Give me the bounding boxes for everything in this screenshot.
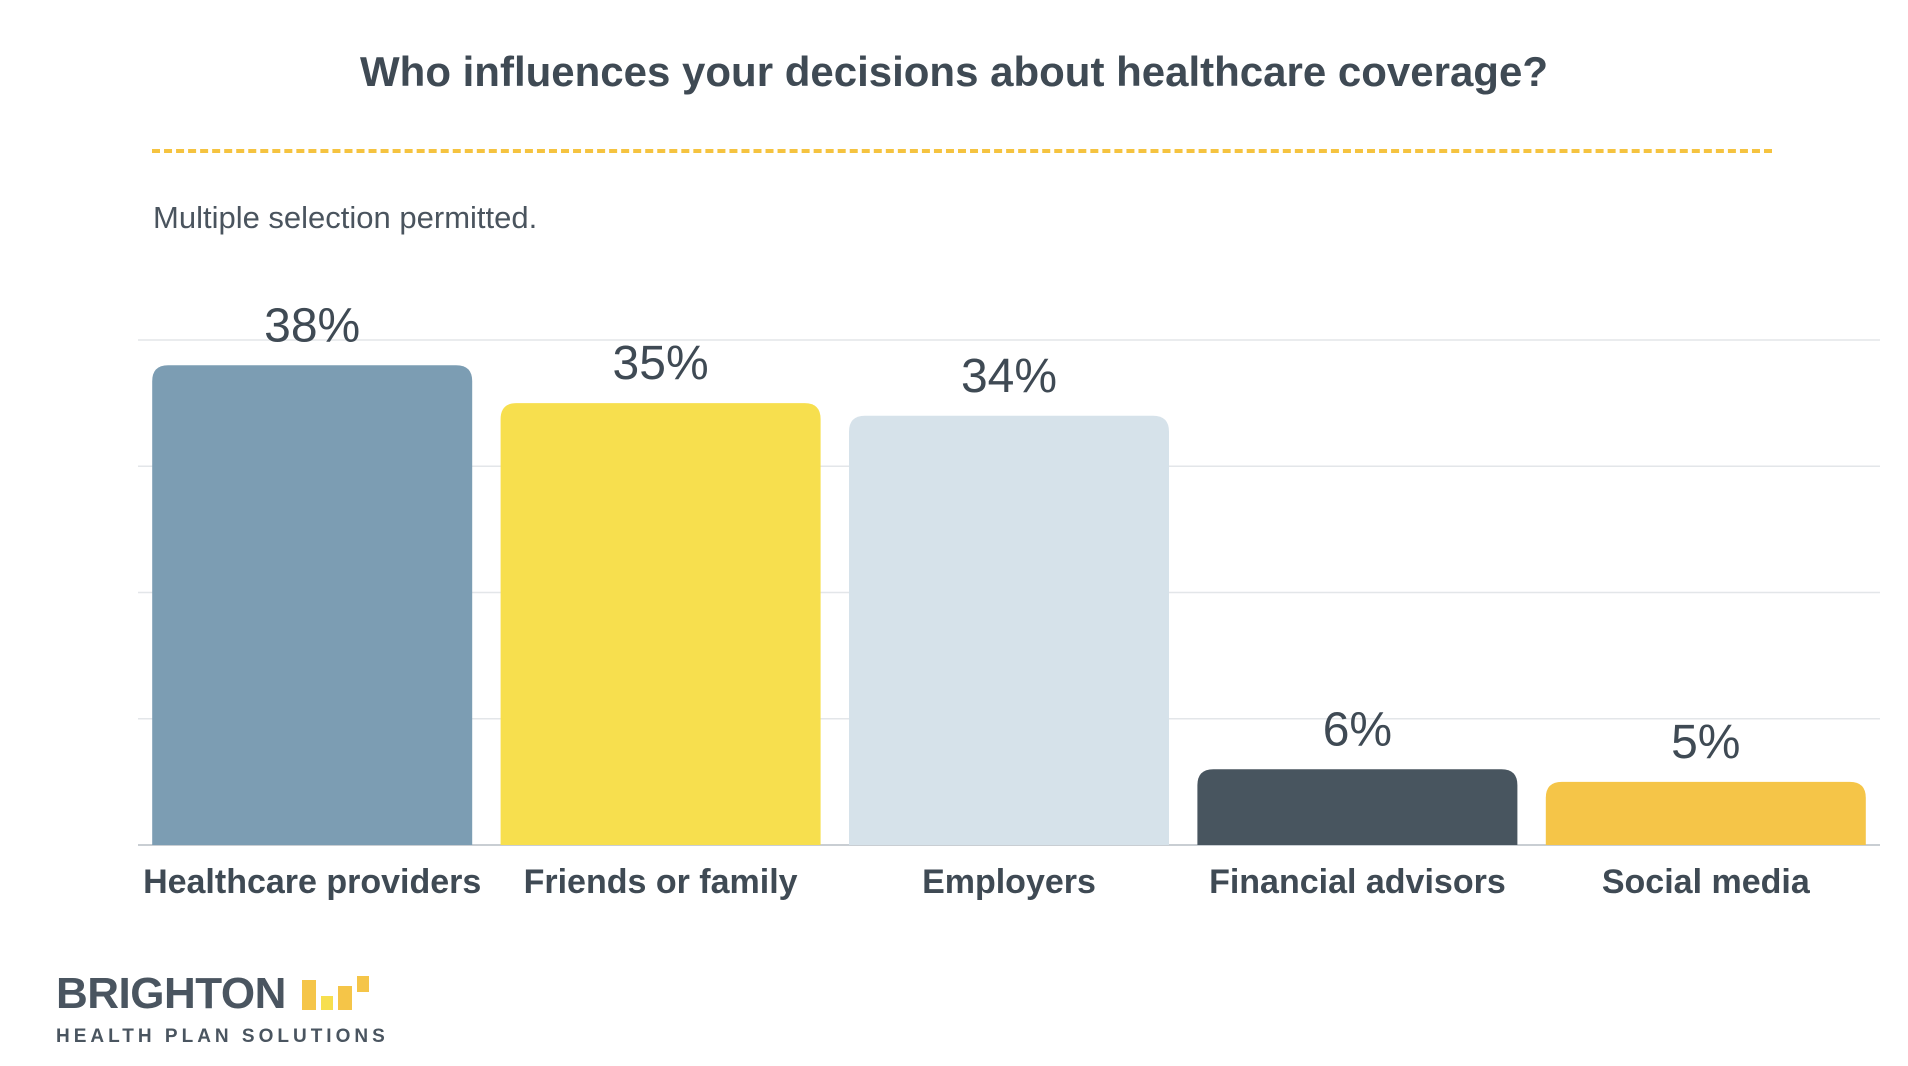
category-label: Employers (922, 863, 1096, 901)
logo-wordmark: BRIGHTON (56, 969, 286, 1018)
bar-friends-or-family (500, 403, 821, 845)
value-label: 6% (1323, 703, 1392, 756)
brighton-logo: BRIGHTON HEALTH PLAN SOLUTIONS (56, 972, 389, 1048)
category-label: Social media (1602, 863, 1811, 901)
title-divider (152, 149, 1772, 153)
category-labels: Healthcare providers Friends or family Emp… (143, 863, 1811, 901)
chart-subtitle: Multiple selection permitted. (153, 200, 538, 235)
bar-financial-advisors (1197, 769, 1518, 845)
category-label: Financial advisors (1209, 863, 1506, 901)
bar-employers (849, 415, 1169, 845)
bars-logo-icon (302, 976, 370, 1010)
value-labels: 38% 35% 34% 6% 5% (264, 299, 1740, 769)
bar-social-media (1545, 781, 1866, 845)
value-label: 34% (961, 350, 1057, 403)
value-label: 38% (264, 299, 360, 352)
logo-tagline: HEALTH PLAN SOLUTIONS (56, 1026, 389, 1047)
category-label: Healthcare providers (143, 863, 481, 901)
value-label: 35% (613, 337, 709, 390)
bar-healthcare-providers (152, 365, 473, 845)
bars (152, 365, 1866, 845)
chart-title: Who influences your decisions about heal… (360, 48, 1548, 95)
bar-chart: 38% 35% 34% 6% 5% Healthcare providers Friend… (138, 299, 1880, 901)
value-label: 5% (1671, 716, 1740, 769)
category-label: Friends or family (524, 863, 798, 901)
